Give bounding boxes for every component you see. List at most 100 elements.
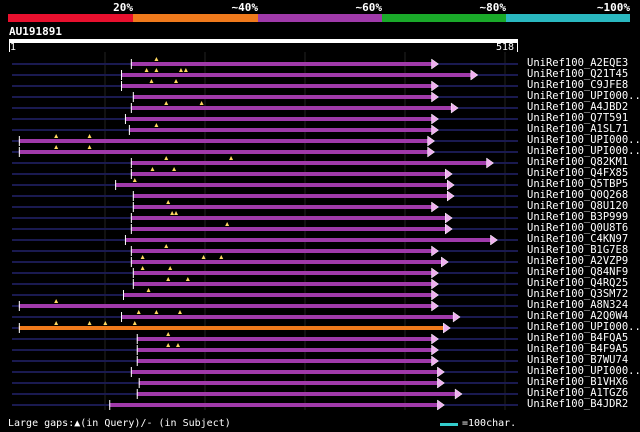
query-gap-marker-icon: [54, 145, 59, 149]
hit-label[interactable]: UniRef100_C4KN97: [527, 233, 629, 245]
hit-start-tick: [132, 202, 134, 212]
hit-label[interactable]: UniRef100_Q5TBP5: [527, 178, 629, 190]
hit-bar[interactable]: [130, 172, 446, 176]
hit-bar[interactable]: [130, 249, 432, 253]
hit-bar[interactable]: [121, 315, 454, 319]
hit-label[interactable]: UniRef100_A2Q0W4: [527, 310, 629, 322]
query-gap-marker-icon: [225, 222, 230, 226]
hit-label[interactable]: UniRef100_Q3SM72: [527, 288, 629, 300]
hit-label[interactable]: UniRef100_B4FQA5: [527, 332, 629, 344]
hit-label[interactable]: UniRef100_Q0Q268: [527, 189, 629, 201]
hit-bar[interactable]: [130, 106, 452, 110]
hit-label[interactable]: UniRef100_A2VZP9: [527, 255, 629, 267]
hit-bar[interactable]: [121, 84, 432, 88]
hit-label[interactable]: UniRef100_Q4RQ25: [527, 277, 629, 289]
gaps-legend: Large gaps:▲(in Query)/- (in Subject): [8, 418, 231, 429]
legend-segment: [506, 14, 630, 22]
hit-bar[interactable]: [130, 227, 446, 231]
hit-label[interactable]: UniRef100_B3P999: [527, 211, 629, 223]
legend-segment: [320, 14, 382, 22]
hit-end-arrow-icon: [431, 355, 439, 367]
hit-bar[interactable]: [18, 150, 428, 154]
hit-end-arrow-icon: [431, 91, 439, 103]
hit-end-arrow-icon: [490, 234, 498, 246]
hit-end-arrow-icon: [431, 124, 439, 136]
hit-bar[interactable]: [122, 293, 432, 297]
hit-label[interactable]: UniRef100_Q8U120: [527, 200, 629, 212]
hit-label[interactable]: UniRef100_Q82KM1: [527, 156, 629, 168]
hit-label[interactable]: UniRef100_A1TGZ6: [527, 387, 629, 399]
query-gap-marker-icon: [103, 321, 108, 325]
hit-label[interactable]: UniRef100_B1VHX6: [527, 376, 629, 388]
hit-start-tick: [121, 81, 123, 91]
hit-label[interactable]: UniRef100_Q21T45: [527, 68, 629, 80]
hit-label[interactable]: UniRef100_Q84NF9: [527, 266, 629, 278]
query-gap-marker-icon: [166, 343, 171, 347]
hit-bar[interactable]: [132, 271, 432, 275]
hit-label[interactable]: UniRef100_Q0U8T6: [527, 222, 629, 234]
query-gap-marker-icon: [136, 310, 141, 314]
hit-end-arrow-icon: [427, 135, 436, 147]
hit-end-arrow-icon: [454, 388, 463, 400]
hit-bar[interactable]: [124, 117, 432, 121]
hit-start-tick: [132, 191, 134, 201]
hit-bar[interactable]: [130, 216, 446, 220]
hit-label[interactable]: UniRef100_Q4FX85: [527, 167, 629, 179]
hit-bar[interactable]: [115, 183, 448, 187]
legend-label-20: 20%: [113, 1, 133, 14]
hit-label[interactable]: UniRef100_B7WU74: [527, 354, 629, 366]
hit-bar[interactable]: [136, 337, 432, 341]
hit-bar[interactable]: [136, 392, 456, 396]
hit-bar[interactable]: [132, 95, 432, 99]
hit-bar[interactable]: [132, 205, 432, 209]
query-gap-marker-icon: [185, 277, 190, 281]
hit-bar[interactable]: [136, 359, 432, 363]
hit-label[interactable]: UniRef100_B1G7E8: [527, 244, 629, 256]
hit-bar[interactable]: [124, 238, 491, 242]
query-gap-marker-icon: [132, 178, 137, 182]
hit-start-tick: [130, 59, 132, 69]
hit-bar[interactable]: [18, 326, 444, 330]
hit-label[interactable]: UniRef100_UPI000..: [527, 90, 640, 102]
hit-bar[interactable]: [132, 194, 448, 198]
hit-end-arrow-icon: [445, 223, 453, 235]
query-gap-marker-icon: [164, 101, 169, 105]
hit-bar[interactable]: [109, 403, 438, 407]
hit-start-tick: [130, 169, 132, 179]
hit-label[interactable]: UniRef100_B4JDR2: [527, 398, 629, 410]
query-gap-marker-icon: [174, 211, 179, 215]
hit-label[interactable]: UniRef100_C9JFE8: [527, 79, 629, 91]
hit-bar[interactable]: [136, 348, 432, 352]
hit-bar[interactable]: [138, 381, 438, 385]
hit-bar[interactable]: [132, 282, 432, 286]
hit-label[interactable]: UniRef100_Q7T591: [527, 112, 629, 124]
hit-end-arrow-icon: [431, 80, 439, 92]
hit-label[interactable]: UniRef100_A1SL71: [527, 123, 629, 135]
hit-label[interactable]: UniRef100_A4JBD2: [527, 101, 629, 113]
hit-label[interactable]: UniRef100_UPI000..: [527, 365, 640, 377]
hit-end-arrow-icon: [431, 267, 439, 279]
query-gap-marker-icon: [229, 156, 234, 160]
query-gap-marker-icon: [219, 255, 224, 259]
hit-bar[interactable]: [130, 161, 487, 165]
hit-bar[interactable]: [130, 62, 432, 66]
query-gap-marker-icon: [164, 156, 169, 160]
hit-label[interactable]: UniRef100_UPI000..: [527, 321, 640, 333]
hit-bar[interactable]: [121, 73, 471, 77]
legend-label-80: ~80%: [479, 1, 507, 14]
hit-bar[interactable]: [18, 139, 428, 143]
hit-label[interactable]: UniRef100_A8N324: [527, 299, 629, 311]
hit-bar[interactable]: [130, 260, 442, 264]
hit-end-arrow-icon: [431, 300, 439, 312]
hit-end-arrow-icon: [431, 58, 439, 70]
hit-label[interactable]: UniRef100_UPI000..: [527, 134, 640, 146]
hit-bar[interactable]: [130, 370, 438, 374]
hit-bar[interactable]: [18, 304, 432, 308]
hit-label[interactable]: UniRef100_B4F9A5: [527, 343, 629, 355]
hit-label[interactable]: UniRef100_UPI000..: [527, 145, 640, 157]
hit-start-tick: [18, 323, 20, 333]
hit-bar[interactable]: [128, 128, 432, 132]
legend-label-40: ~40%: [231, 1, 259, 14]
hit-label[interactable]: UniRef100_A2EQE3: [527, 57, 629, 69]
